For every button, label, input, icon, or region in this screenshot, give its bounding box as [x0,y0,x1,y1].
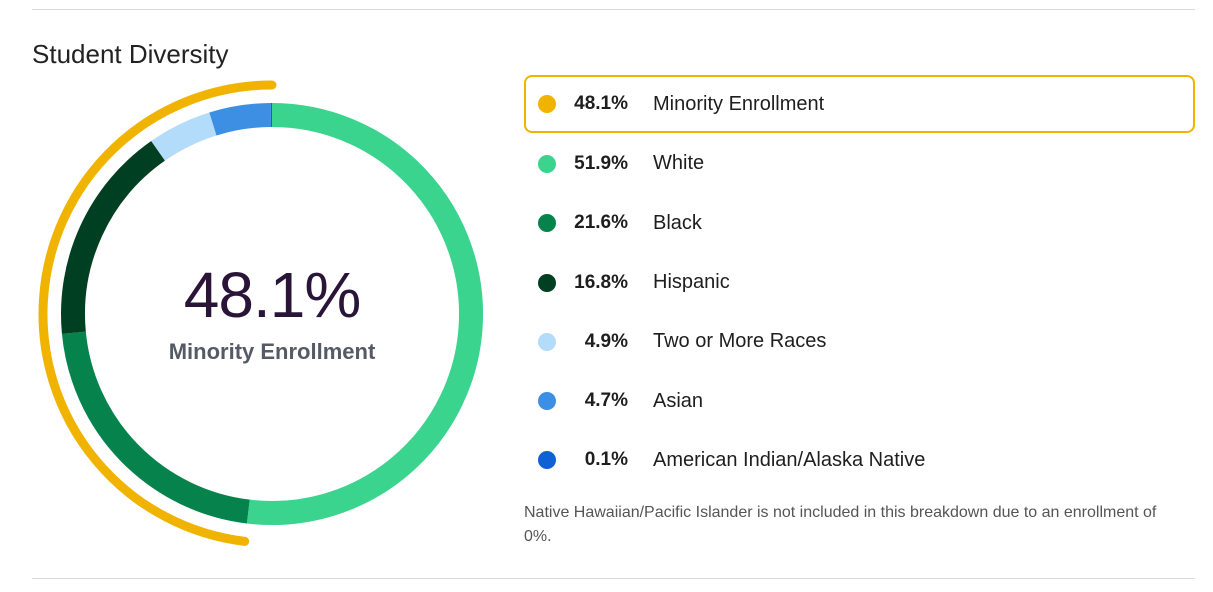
legend-label: Minority Enrollment [653,92,825,115]
top-divider [32,9,1195,10]
swatch-icon [538,95,556,113]
donut-slice-hispanic[interactable] [61,140,166,334]
legend-label: White [653,152,705,175]
swatch-icon [538,154,556,173]
legend-item-american-indian-alaska-native[interactable]: 0.1% American Indian/Alaska Native [524,431,1195,490]
swatch-icon [538,332,556,351]
legend: 48.1% Minority Enrollment 51.9% White 21… [524,75,1195,490]
legend-item-two-or-more-races[interactable]: 4.9% Two or More Races [524,312,1195,371]
legend-percent: 4.9% [584,330,628,352]
legend-label: Asian [653,389,704,412]
legend-percent: 16.8% [574,271,628,293]
legend-percent: 51.9% [574,152,628,174]
legend-label: Two or More Races [653,330,827,353]
donut-slice-two-or-more-races[interactable] [151,112,217,161]
legend-item-hispanic[interactable]: 16.8% Hispanic [524,253,1195,312]
legend-percent: 48.1% [574,93,628,114]
legend-label: Black [653,211,702,234]
legend-item-black[interactable]: 21.6% Black [524,194,1195,253]
legend-item-minority-enrollment[interactable]: 48.1% Minority Enrollment [524,75,1195,133]
footnote: Native Hawaiian/Pacific Islander is not … [524,504,1157,545]
bottom-divider [32,578,1195,579]
section-title: Student Diversity [32,39,229,69]
swatch-icon [538,392,556,411]
legend-percent: 4.7% [584,390,628,412]
legend-item-asian[interactable]: 4.7% Asian [524,371,1195,430]
legend-item-white[interactable]: 51.9% White [524,134,1195,193]
donut-slice-asian[interactable] [209,103,272,136]
swatch-icon [538,214,556,233]
minority-enrollment-arc [38,80,277,546]
donut-slice-black[interactable] [61,331,250,524]
legend-percent: 0.1% [584,449,628,471]
center-label: Minority Enrollment [168,339,376,364]
legend-label: American Indian/Alaska Native [653,448,926,471]
legend-label: Hispanic [653,271,730,294]
swatch-icon [538,451,556,470]
swatch-icon [538,273,556,292]
donut-slice-white[interactable] [246,103,484,525]
center-value: 48.1% [183,259,361,331]
donut-chart [38,80,484,546]
legend-percent: 21.6% [574,212,628,234]
